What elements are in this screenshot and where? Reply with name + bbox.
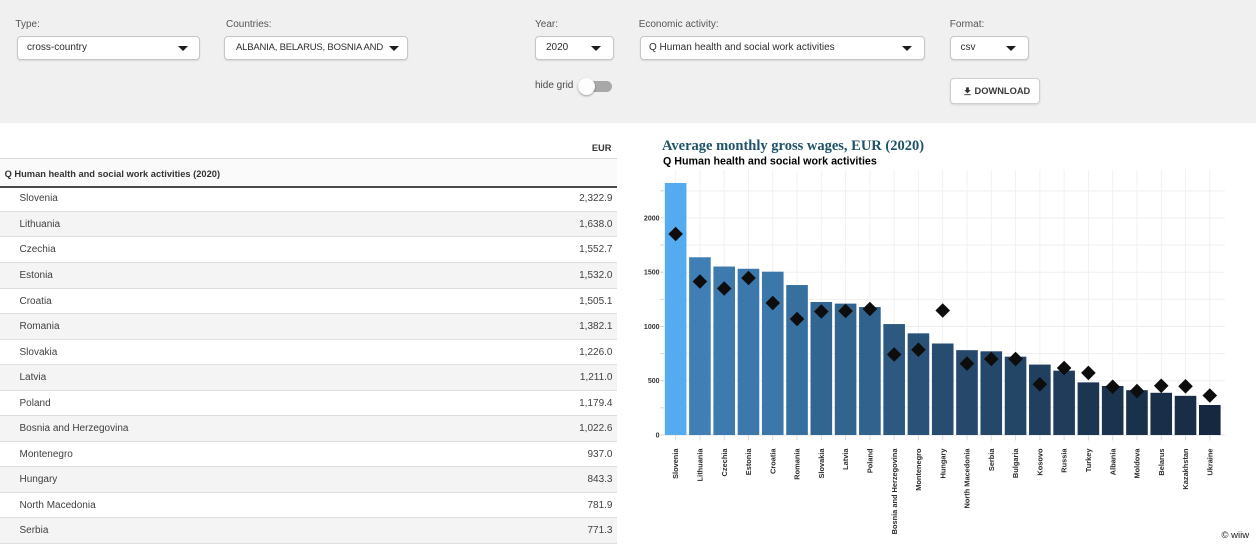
svg-text:Belarus: Belarus — [1157, 449, 1166, 476]
svg-text:500: 500 — [648, 378, 660, 385]
svg-text:1500: 1500 — [644, 270, 660, 277]
svg-text:0: 0 — [656, 432, 660, 439]
svg-text:Hungary: Hungary — [938, 448, 947, 479]
svg-text:Montenegro: Montenegro — [914, 448, 923, 491]
svg-text:Russia: Russia — [1060, 448, 1069, 473]
svg-text:North Macedonia: North Macedonia — [963, 448, 972, 509]
svg-text:Kazakhstan: Kazakhstan — [1181, 448, 1190, 490]
svg-text:Q Human health and social work: Q Human health and social work activitie… — [663, 156, 877, 168]
svg-text:Moldova: Moldova — [1133, 448, 1142, 479]
svg-text:Albania: Albania — [1108, 448, 1117, 476]
svg-text:Bosnia and Herzegovina: Bosnia and Herzegovina — [890, 448, 899, 535]
svg-text:Kosovo: Kosovo — [1035, 448, 1044, 476]
svg-text:Czechia: Czechia — [720, 448, 729, 477]
svg-text:1000: 1000 — [644, 324, 660, 331]
svg-text:Slovakia: Slovakia — [817, 448, 826, 479]
svg-text:Romania: Romania — [793, 448, 802, 480]
svg-text:Poland: Poland — [865, 448, 874, 473]
svg-text:Slovenia: Slovenia — [671, 448, 680, 479]
svg-text:2000: 2000 — [644, 215, 660, 222]
svg-text:Latvia: Latvia — [841, 448, 850, 470]
svg-text:Average monthly gross wages, E: Average monthly gross wages, EUR (2020) — [662, 138, 924, 154]
svg-text:Estonia: Estonia — [744, 448, 753, 476]
svg-text:Bulgaria: Bulgaria — [1011, 448, 1020, 478]
svg-text:Ukraine: Ukraine — [1205, 449, 1214, 476]
svg-text:Croatia: Croatia — [768, 448, 777, 474]
svg-text:Serbia: Serbia — [987, 448, 996, 471]
svg-text:Lithuania: Lithuania — [696, 448, 705, 482]
svg-text:Turkey: Turkey — [1084, 448, 1093, 473]
